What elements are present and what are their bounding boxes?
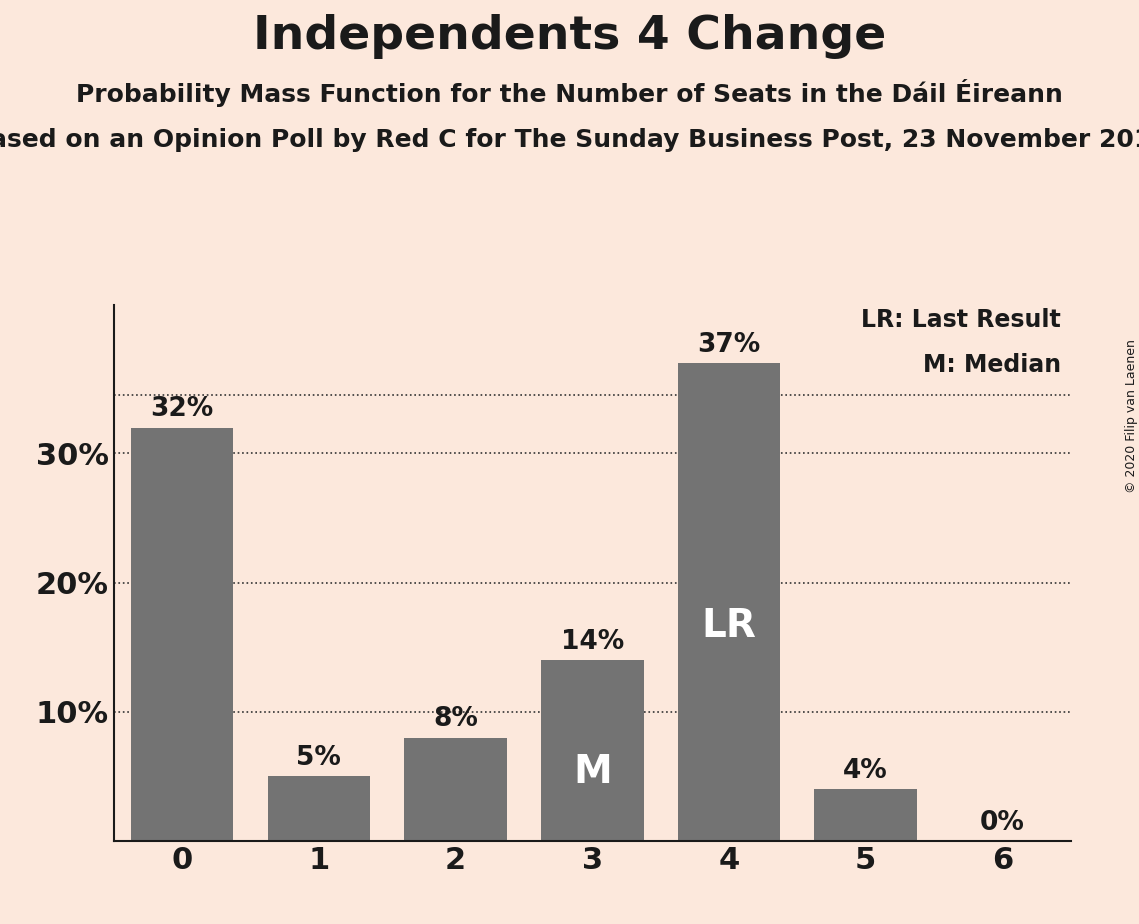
Text: 8%: 8% — [433, 706, 478, 733]
Text: Based on an Opinion Poll by Red C for The Sunday Business Post, 23 November 2017: Based on an Opinion Poll by Red C for Th… — [0, 128, 1139, 152]
Text: LR: Last Result: LR: Last Result — [861, 308, 1062, 332]
Text: 0%: 0% — [980, 809, 1025, 835]
Text: Probability Mass Function for the Number of Seats in the Dáil Éireann: Probability Mass Function for the Number… — [76, 79, 1063, 106]
Bar — [131, 428, 233, 841]
Text: 37%: 37% — [697, 332, 761, 358]
Bar — [814, 789, 917, 841]
Text: 32%: 32% — [150, 396, 214, 422]
Text: Independents 4 Change: Independents 4 Change — [253, 14, 886, 59]
Text: 4%: 4% — [843, 758, 888, 784]
Text: M: Median: M: Median — [923, 353, 1062, 377]
Text: © 2020 Filip van Laenen: © 2020 Filip van Laenen — [1124, 339, 1138, 492]
Bar — [404, 737, 507, 841]
Text: LR: LR — [702, 607, 756, 645]
Bar — [678, 363, 780, 841]
Text: 5%: 5% — [296, 745, 342, 772]
Text: 14%: 14% — [560, 629, 624, 655]
Bar — [268, 776, 370, 841]
Text: M: M — [573, 753, 612, 791]
Bar — [541, 660, 644, 841]
